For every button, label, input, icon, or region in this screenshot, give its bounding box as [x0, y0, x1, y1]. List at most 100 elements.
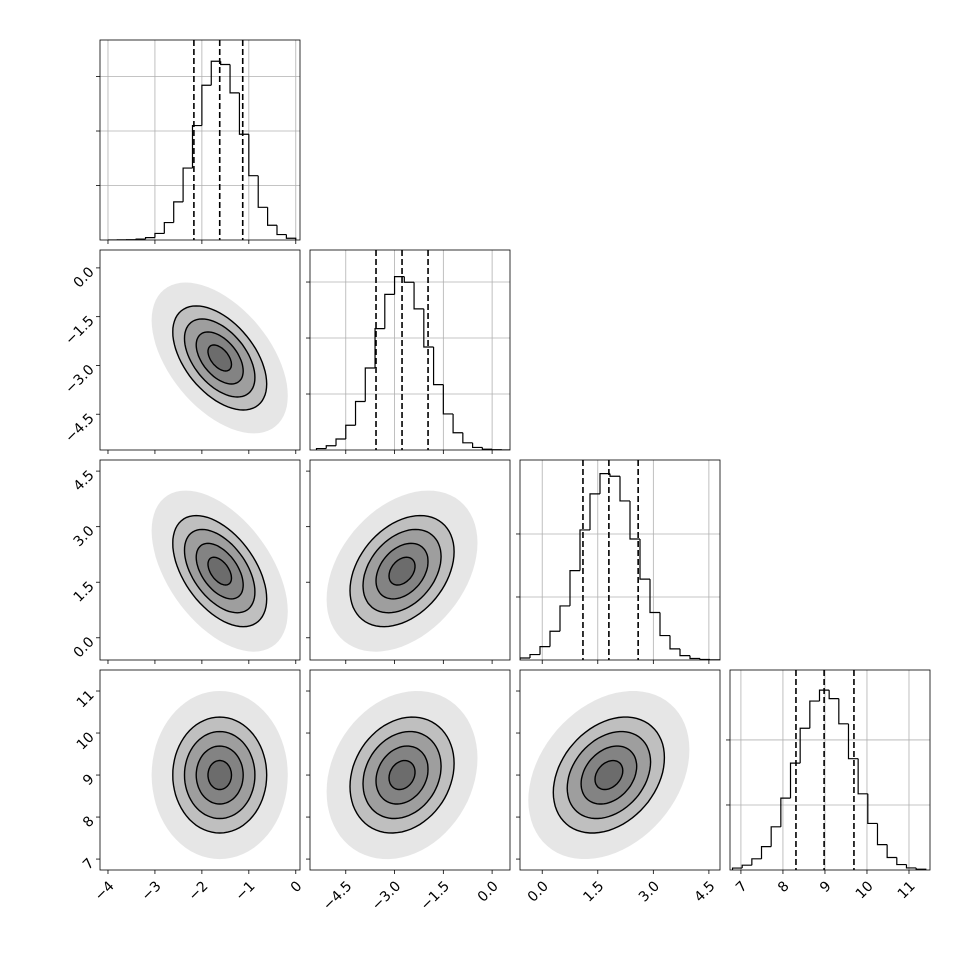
density-shade	[567, 731, 651, 819]
contour	[388, 556, 416, 586]
histogram-panel	[730, 670, 930, 870]
histogram-bin	[818, 689, 830, 702]
histogram-bin	[315, 447, 327, 450]
histogram-bin	[423, 308, 434, 348]
histogram-bin	[770, 826, 781, 847]
x-tick-label: 3.0	[636, 878, 663, 905]
histogram-bin	[452, 413, 463, 434]
histogram-bin	[220, 61, 231, 66]
histogram-bin	[345, 424, 356, 440]
histogram-bin	[472, 442, 483, 449]
density-panel	[151, 490, 288, 652]
histogram-bin	[384, 293, 395, 329]
panel-frame	[99, 669, 301, 871]
histogram-bin	[579, 529, 590, 571]
histogram-bin	[569, 570, 580, 606]
histogram-bin	[520, 657, 530, 660]
panel-frame	[99, 39, 301, 241]
density-shade	[184, 529, 255, 613]
density-shade	[196, 746, 244, 804]
density-shade	[595, 760, 623, 790]
histogram-bin	[857, 758, 868, 795]
contour	[566, 730, 652, 820]
x-tick-label: 10	[853, 878, 877, 902]
contour	[195, 745, 244, 805]
histogram-bin	[599, 473, 610, 494]
density-panel	[151, 282, 288, 434]
x-tick-label: −1	[233, 878, 259, 904]
histogram-bin	[639, 539, 650, 580]
y-tick-label: 3.0	[71, 523, 98, 550]
histogram-bin	[689, 655, 700, 660]
contour	[183, 528, 256, 614]
contour	[172, 716, 268, 834]
histogram-bin	[154, 232, 165, 238]
histogram-bin	[741, 864, 752, 869]
x-tick-label: 4.5	[691, 878, 718, 905]
histogram-bin	[886, 844, 897, 859]
histogram-bin	[267, 207, 277, 226]
density-shade	[363, 529, 442, 613]
y-tick-label: −4.5	[62, 411, 97, 446]
scatter-halo	[151, 282, 288, 434]
histogram-bin	[589, 493, 600, 530]
histogram-bin	[905, 864, 917, 869]
histogram-bin	[619, 476, 630, 502]
scatter-halo	[151, 490, 288, 652]
contour	[362, 528, 442, 614]
histogram-bin	[432, 346, 444, 386]
histogram-bin	[751, 858, 762, 866]
histogram-bin	[229, 64, 240, 94]
histogram-bin	[442, 384, 454, 415]
contour	[362, 730, 442, 820]
histogram-bin	[731, 867, 743, 870]
contour	[375, 745, 429, 805]
y-tick-label: 8	[80, 813, 98, 831]
histogram-bin	[876, 823, 888, 846]
histogram-bin	[248, 134, 259, 177]
histogram-bin	[191, 124, 202, 169]
histogram-bin	[789, 762, 801, 799]
x-tick-label: 11	[895, 878, 919, 902]
x-tick-label: −3	[139, 878, 165, 904]
histogram-bin	[828, 690, 839, 700]
density-shade	[376, 746, 428, 804]
contour	[207, 759, 233, 791]
contour	[195, 331, 244, 385]
panel-frame	[519, 459, 721, 661]
histogram-bin	[285, 234, 297, 240]
histogram-bin	[659, 612, 670, 637]
x-tick-label: 0	[288, 878, 306, 896]
x-tick-label: −4.5	[320, 878, 355, 913]
x-tick-label: 1.5	[580, 878, 607, 905]
histogram-panel	[520, 460, 720, 660]
density-panel	[326, 490, 478, 652]
density-shade	[363, 731, 442, 819]
histogram-bin	[847, 723, 859, 760]
density-shade	[172, 717, 267, 833]
histogram-bin	[760, 845, 772, 859]
x-tick-label: 7	[733, 878, 751, 896]
density-panel	[151, 691, 288, 860]
histogram-bin	[238, 92, 249, 135]
histogram-bin	[374, 328, 385, 369]
histogram-bin	[144, 237, 155, 240]
histogram-bin	[135, 238, 146, 240]
x-tick-label: 0.0	[525, 878, 552, 905]
panel-frame	[309, 249, 511, 451]
y-tick-label: 10	[74, 729, 98, 753]
histogram-bin	[201, 84, 212, 126]
histogram-bin	[649, 579, 660, 614]
y-tick-label: 1.5	[71, 579, 98, 606]
histogram-bin	[809, 700, 820, 729]
contour	[388, 759, 416, 791]
histogram-bin	[629, 500, 640, 540]
histogram-bin	[481, 447, 493, 450]
histogram-bin	[403, 276, 415, 283]
x-tick-label: −1.5	[418, 878, 453, 913]
histogram-bin	[325, 445, 337, 449]
scatter-halo	[326, 691, 478, 860]
histogram-bin	[393, 276, 405, 295]
histogram-bin	[173, 201, 184, 223]
